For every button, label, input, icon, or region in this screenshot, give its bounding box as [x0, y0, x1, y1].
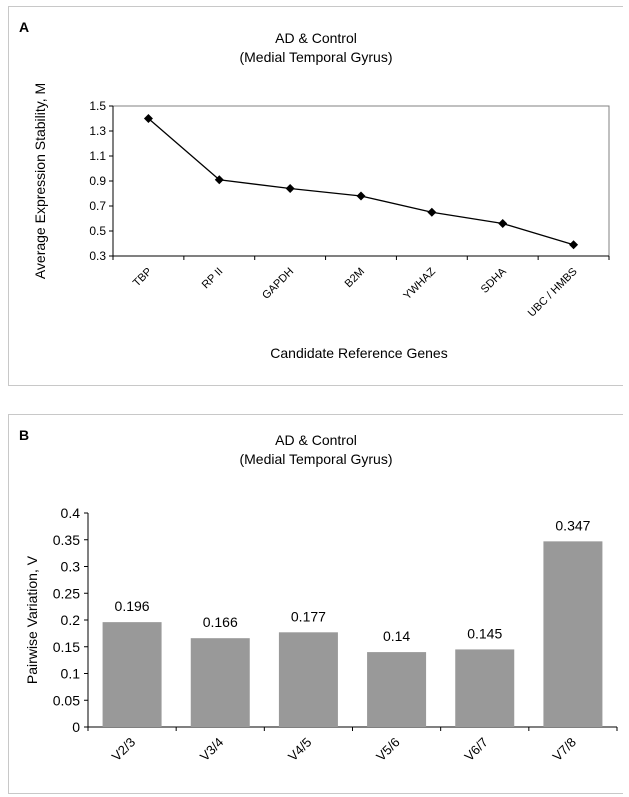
y-axis-label: Average Expression Stability, M	[32, 83, 48, 279]
x-tick-label: B2M	[343, 266, 367, 290]
series-line	[148, 118, 574, 246]
y-tick-label: 0.4	[61, 505, 81, 521]
chart-subtitle: (Medial Temporal Gyrus)	[239, 49, 393, 65]
data-label: 0.196	[115, 598, 150, 614]
data-point	[143, 114, 153, 123]
data-label: 0.166	[203, 614, 238, 630]
chart-panel-a: A AD & Control (Medial Temporal Gyrus) 0…	[8, 6, 623, 386]
x-tick-label: V4/5	[285, 735, 315, 765]
y-axis-label: Pairwise Variation, V	[24, 555, 40, 684]
panel-label: B	[19, 427, 30, 443]
data-point	[356, 191, 366, 201]
x-tick-label: V7/8	[550, 735, 580, 765]
y-tick-label: 0	[72, 719, 80, 735]
data-point	[427, 207, 437, 217]
y-tick-label: 1.5	[89, 99, 106, 113]
chart-panel-b: B AD & Control (Medial Temporal Gyrus) 0…	[8, 414, 623, 794]
data-point	[569, 240, 579, 250]
bar	[102, 622, 162, 727]
y-tick-label: 0.7	[89, 199, 106, 213]
x-tick-label: TBP	[131, 266, 155, 290]
line-chart: 0.3 0.5 0.7 0.9 1.1 1.3 1.5 TBP RP II GAPDH B2M YWH…	[32, 83, 610, 361]
x-axis-label: Candidate Reference Genes	[270, 345, 447, 361]
x-tick-label: V3/4	[197, 735, 227, 765]
y-tick-label: 0.15	[53, 639, 80, 655]
y-tick-label: 0.05	[53, 692, 80, 708]
data-label: 0.177	[291, 608, 326, 624]
y-tick-label: 1.1	[89, 149, 106, 163]
x-tick-label: GAPDH	[260, 266, 296, 302]
y-tick-label: 0.3	[89, 249, 106, 263]
y-tick-label: 0.35	[53, 532, 80, 548]
y-tick-label: 0.3	[61, 559, 81, 575]
y-tick-label: 0.25	[53, 585, 80, 601]
panel-label: A	[19, 19, 30, 35]
bar	[543, 541, 603, 727]
x-tick-label: SDHA	[479, 265, 510, 296]
x-tick-label: UBC / HMBS	[526, 266, 580, 320]
data-label: 0.145	[467, 625, 502, 641]
bar	[190, 638, 250, 727]
bar-chart: 0 0.05 0.1 0.15 0.2 0.25 0.3 0.35 0.4 0.196 0.166 0…	[24, 505, 618, 765]
data-label: 0.14	[383, 628, 410, 644]
y-tick-label: 1.3	[89, 124, 106, 138]
bar	[455, 649, 515, 727]
x-tick-label: V6/7	[461, 735, 491, 765]
y-tick-label: 0.2	[61, 612, 81, 628]
chart-subtitle: (Medial Temporal Gyrus)	[239, 451, 393, 467]
bar	[367, 652, 427, 727]
data-point	[285, 184, 295, 193]
data-point	[498, 219, 508, 228]
chart-title: AD & Control	[275, 432, 357, 448]
x-tick-label: V5/6	[373, 735, 403, 765]
x-tick-label: V2/3	[109, 735, 139, 765]
x-tick-label: YWHAZ	[401, 265, 438, 302]
y-tick-label: 0.9	[89, 174, 106, 188]
bar	[278, 632, 338, 727]
y-tick-label: 0.1	[61, 666, 81, 682]
data-point	[214, 175, 224, 185]
data-label: 0.347	[555, 517, 590, 533]
chart-title: AD & Control	[275, 30, 357, 46]
y-tick-label: 0.5	[89, 224, 106, 238]
x-tick-label: RP II	[200, 266, 226, 292]
